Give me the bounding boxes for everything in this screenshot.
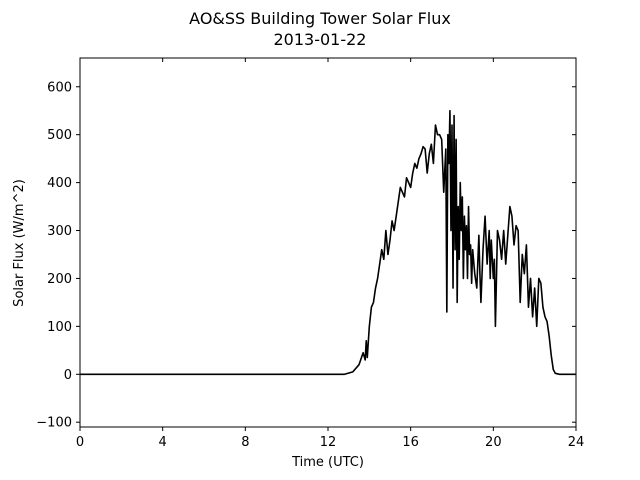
x-tick-label: 8 (241, 435, 249, 450)
plot-area (79, 57, 577, 428)
y-axis-label: Solar Flux (W/m^2) (12, 179, 27, 307)
y-tick-label: 400 (47, 176, 72, 191)
chart-subtitle: 2013-01-22 (274, 30, 367, 49)
chart-title: AO&SS Building Tower Solar Flux (189, 9, 451, 28)
series-line-0 (80, 109, 576, 376)
x-tick-label: 16 (402, 435, 419, 450)
x-tick-label: 20 (485, 435, 502, 450)
x-tick-label: 4 (159, 435, 167, 450)
y-tick-label: 600 (47, 80, 72, 95)
y-tick-label: 100 (47, 320, 72, 335)
y-tick-label: 0 (64, 368, 72, 383)
x-tick-label: 24 (568, 435, 585, 450)
x-tick-label: 0 (76, 435, 84, 450)
x-axis: 0 4 8 12 16 20 24 (76, 58, 584, 450)
y-tick-label: 300 (47, 224, 72, 239)
x-axis-label: Time (UTC) (291, 455, 364, 470)
y-tick-label: −100 (36, 416, 72, 431)
plot-frame (79, 57, 577, 428)
x-tick-label: 12 (320, 435, 337, 450)
y-tick-label: 500 (47, 128, 72, 143)
y-tick-label: 200 (47, 272, 72, 287)
y-axis: −100 0 100 200 300 400 500 600 (36, 80, 576, 431)
